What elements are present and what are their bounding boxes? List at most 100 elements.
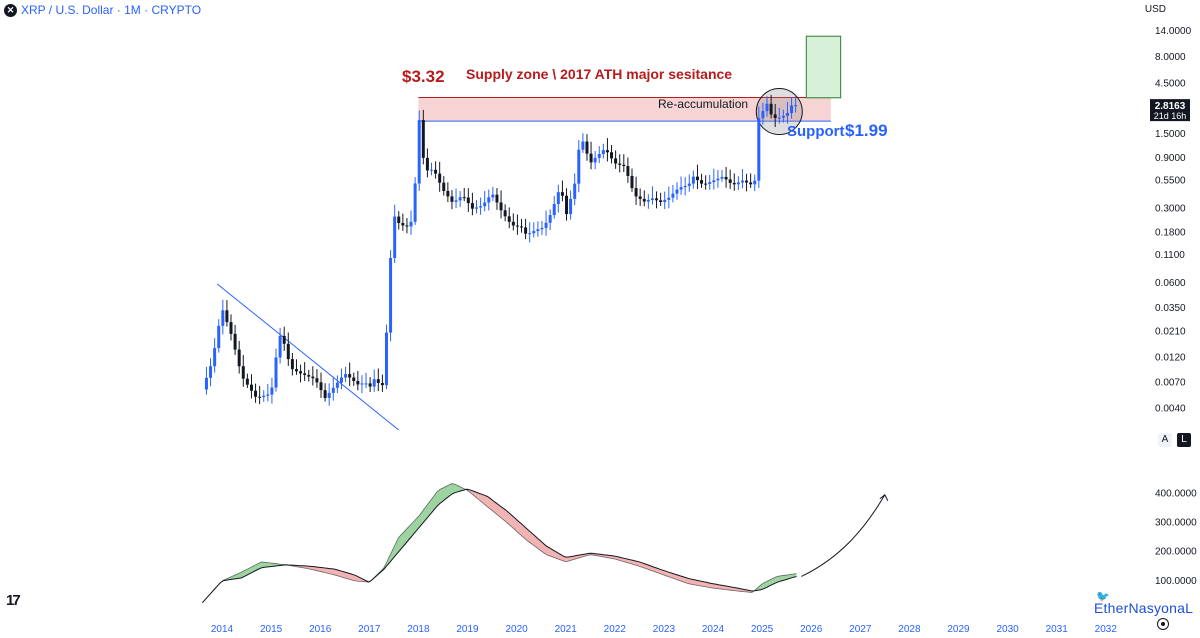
- candle[interactable]: [757, 106, 761, 188]
- candle[interactable]: [384, 324, 388, 390]
- candle[interactable]: [773, 103, 777, 128]
- projection-arrow[interactable]: [801, 494, 886, 577]
- candle[interactable]: [331, 376, 335, 401]
- candle[interactable]: [577, 139, 581, 193]
- candle[interactable]: [466, 188, 470, 212]
- candle[interactable]: [266, 383, 270, 402]
- candle[interactable]: [417, 110, 421, 191]
- candle[interactable]: [479, 197, 483, 215]
- candle[interactable]: [720, 169, 724, 182]
- candle[interactable]: [475, 200, 479, 214]
- symbol-header[interactable]: ✕ XRP / U.S. Dollar · 1M · CRYPTO: [4, 2, 201, 18]
- candle[interactable]: [401, 213, 405, 231]
- candle[interactable]: [278, 327, 282, 364]
- indicator-fast-line[interactable]: [202, 483, 797, 603]
- candle[interactable]: [520, 218, 524, 233]
- candle[interactable]: [237, 340, 241, 374]
- candle[interactable]: [745, 173, 749, 192]
- candle[interactable]: [335, 375, 339, 393]
- candle[interactable]: [503, 204, 507, 222]
- settings-icon[interactable]: [1157, 618, 1169, 630]
- candle[interactable]: [245, 373, 249, 389]
- candle[interactable]: [348, 362, 352, 387]
- candle[interactable]: [413, 177, 417, 225]
- candle[interactable]: [393, 204, 397, 264]
- candle[interactable]: [323, 383, 327, 402]
- candle[interactable]: [569, 190, 573, 220]
- candle[interactable]: [716, 170, 720, 188]
- candle[interactable]: [462, 187, 466, 202]
- candle[interactable]: [254, 383, 258, 403]
- candle[interactable]: [511, 213, 515, 231]
- candle[interactable]: [344, 366, 348, 383]
- candle[interactable]: [610, 144, 614, 164]
- candle[interactable]: [380, 374, 384, 392]
- candle[interactable]: [376, 368, 380, 392]
- candle[interactable]: [573, 173, 577, 206]
- candle[interactable]: [691, 170, 695, 189]
- candle[interactable]: [319, 372, 323, 398]
- candle[interactable]: [499, 190, 503, 219]
- candle[interactable]: [540, 220, 544, 235]
- candle[interactable]: [622, 154, 626, 173]
- candle[interactable]: [429, 162, 433, 176]
- log-scale-button[interactable]: L: [1177, 433, 1191, 447]
- candle[interactable]: [761, 102, 765, 125]
- candle[interactable]: [781, 109, 785, 123]
- candle[interactable]: [450, 190, 454, 210]
- candle[interactable]: [507, 207, 511, 229]
- candle[interactable]: [708, 174, 712, 190]
- candle[interactable]: [442, 176, 446, 196]
- candle[interactable]: [695, 164, 699, 190]
- candle[interactable]: [274, 348, 278, 392]
- candle[interactable]: [687, 174, 691, 192]
- candle[interactable]: [221, 299, 225, 335]
- candle[interactable]: [356, 370, 360, 391]
- candle[interactable]: [446, 182, 450, 203]
- candle[interactable]: [556, 184, 560, 213]
- candle[interactable]: [217, 319, 221, 353]
- candle[interactable]: [299, 364, 303, 383]
- candle[interactable]: [589, 141, 593, 170]
- candle[interactable]: [785, 101, 789, 124]
- candle[interactable]: [638, 188, 642, 206]
- candle[interactable]: [233, 324, 237, 355]
- candle[interactable]: [491, 186, 495, 201]
- candle[interactable]: [290, 352, 294, 376]
- candle[interactable]: [262, 390, 266, 402]
- candle[interactable]: [286, 332, 290, 366]
- candle[interactable]: [270, 377, 274, 404]
- candle[interactable]: [372, 369, 376, 392]
- candle[interactable]: [294, 359, 298, 375]
- tradingview-logo-icon[interactable]: 17: [6, 592, 21, 609]
- candle[interactable]: [663, 191, 667, 209]
- candle[interactable]: [249, 374, 253, 399]
- candle[interactable]: [544, 210, 548, 236]
- candle[interactable]: [552, 195, 556, 219]
- candle[interactable]: [605, 138, 609, 162]
- candle[interactable]: [434, 161, 438, 179]
- candle[interactable]: [311, 366, 315, 386]
- candle[interactable]: [229, 314, 233, 341]
- candle[interactable]: [258, 386, 262, 405]
- candle[interactable]: [454, 188, 458, 209]
- target-box[interactable]: [805, 35, 842, 99]
- auto-scale-button[interactable]: A: [1158, 433, 1172, 447]
- candle[interactable]: [634, 176, 638, 205]
- candle[interactable]: [675, 182, 679, 200]
- downtrend-line[interactable]: [216, 283, 400, 431]
- candle[interactable]: [389, 250, 393, 342]
- candle[interactable]: [495, 188, 499, 210]
- candle[interactable]: [315, 369, 319, 388]
- candle[interactable]: [585, 134, 589, 161]
- candle[interactable]: [614, 150, 618, 169]
- candle[interactable]: [777, 107, 781, 124]
- candle[interactable]: [630, 168, 634, 192]
- candle[interactable]: [593, 151, 597, 170]
- candle[interactable]: [421, 109, 425, 165]
- last-price-tag[interactable]: [1150, 99, 1190, 122]
- candle[interactable]: [790, 97, 794, 119]
- candle[interactable]: [671, 184, 675, 203]
- candle[interactable]: [209, 358, 213, 387]
